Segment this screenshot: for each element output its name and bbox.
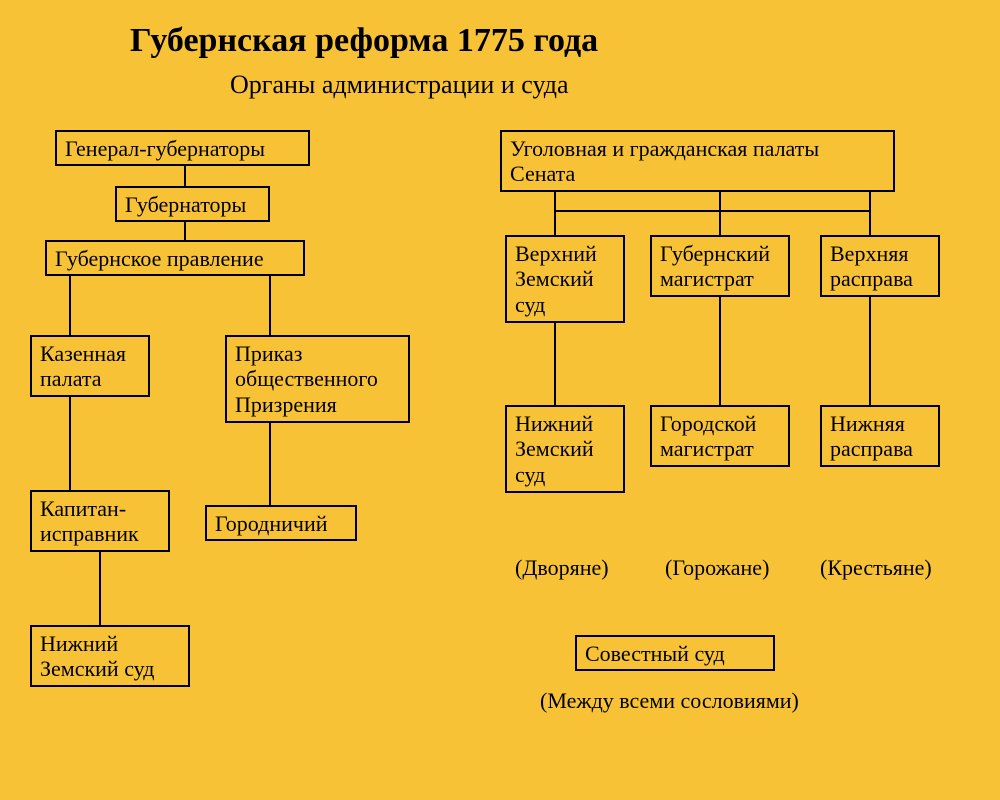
node-gub_prav: Губернское правление (45, 240, 305, 276)
node-gen_gub: Генерал-губернаторы (55, 130, 310, 166)
label-mezhdu: (Между всеми сословиями) (540, 688, 799, 714)
node-nizh_zem1: НижнийЗемский суд (30, 625, 190, 687)
page-subtitle: Органы администрации и суда (230, 70, 569, 100)
node-nizh_zem2: НижнийЗемскийсуд (505, 405, 625, 493)
label-dvor: (Дворяне) (515, 555, 609, 581)
node-sovest: Совестный суд (575, 635, 775, 671)
label-gor: (Горожане) (665, 555, 769, 581)
diagram-canvas: Губернская реформа 1775 года Органы адми… (0, 0, 1000, 800)
node-kapitan: Капитан-исправник (30, 490, 170, 552)
node-verh_zem: ВерхнийЗемскийсуд (505, 235, 625, 323)
node-kaz_pal: Казеннаяпалата (30, 335, 150, 397)
node-verh_ras: Верхняярасправа (820, 235, 940, 297)
node-nizh_ras: Нижняярасправа (820, 405, 940, 467)
node-gub_mag: Губернскиймагистрат (650, 235, 790, 297)
node-gubern: Губернаторы (115, 186, 270, 222)
node-gor_mag: Городскоймагистрат (650, 405, 790, 467)
page-title: Губернская реформа 1775 года (130, 22, 598, 60)
node-gorodn: Городничий (205, 505, 357, 541)
node-prikaz: ПриказобщественногоПризрения (225, 335, 410, 423)
label-krest: (Крестьяне) (820, 555, 932, 581)
node-senate: Уголовная и гражданская палатыСената (500, 130, 895, 192)
